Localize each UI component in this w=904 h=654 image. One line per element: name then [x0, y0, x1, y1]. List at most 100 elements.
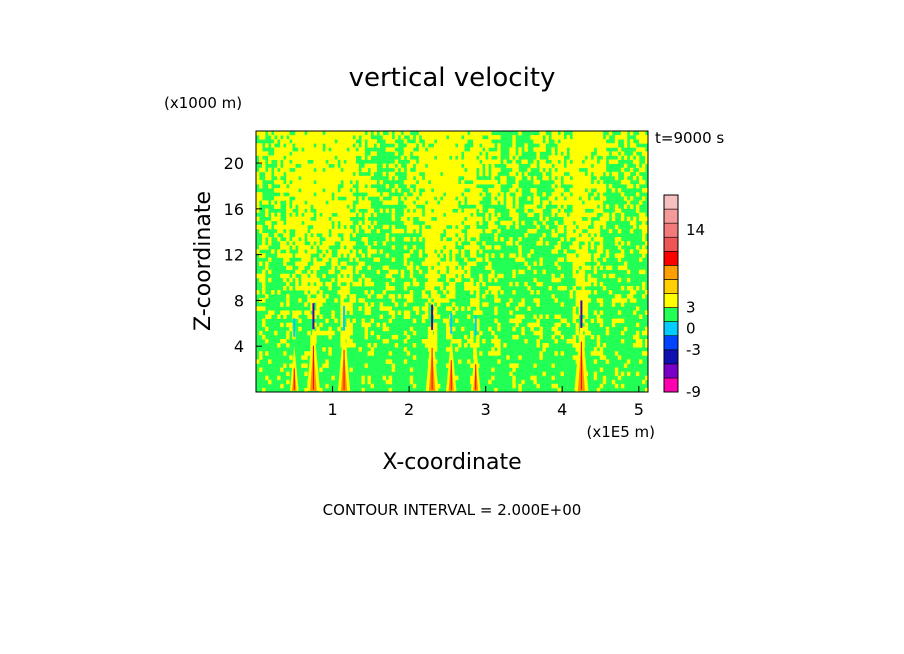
field-cell — [262, 232, 266, 238]
field-cell — [533, 220, 537, 226]
field-cell — [545, 343, 549, 348]
field-cell — [319, 224, 323, 230]
field-cell — [617, 277, 622, 283]
field-cell — [289, 277, 293, 283]
field-cell — [331, 375, 335, 381]
field-cell — [259, 277, 263, 283]
field-cell — [283, 167, 287, 173]
field-cell — [304, 224, 308, 230]
field-cell — [527, 167, 531, 173]
field-cell — [340, 249, 344, 254]
field-cell — [301, 228, 305, 234]
field-cell — [575, 196, 580, 201]
field-cell — [262, 237, 266, 242]
x-tick-label: 5 — [634, 400, 644, 419]
field-cell — [421, 216, 426, 222]
field-cell — [608, 184, 613, 189]
field-cell — [271, 143, 275, 148]
field-cell — [452, 294, 456, 299]
field-cell — [409, 273, 414, 279]
field-cell — [590, 159, 595, 165]
field-cell — [635, 184, 640, 189]
field-cell — [584, 294, 589, 299]
field-cell — [340, 224, 344, 230]
field-cell — [470, 338, 474, 344]
field-cell — [304, 363, 308, 368]
field-cell — [352, 298, 356, 303]
field-cell — [313, 163, 317, 169]
field-cell — [433, 281, 438, 287]
field-cell — [455, 261, 459, 266]
field-cell — [494, 343, 498, 348]
field-cell — [445, 167, 450, 173]
field-cell — [274, 204, 278, 209]
field-cell — [482, 281, 486, 287]
field-cell — [629, 294, 634, 299]
field-cell — [491, 290, 495, 295]
field-cell — [458, 147, 462, 152]
field-cell — [337, 208, 341, 213]
field-cell — [268, 155, 272, 160]
field-cell — [433, 298, 438, 303]
field-cell — [346, 155, 350, 160]
field-cell — [430, 294, 435, 299]
field-cell — [373, 163, 378, 169]
field-cell — [268, 184, 272, 189]
field-cell — [442, 265, 447, 271]
field-cell — [467, 245, 471, 250]
field-cell — [578, 253, 583, 258]
field-cell — [376, 269, 381, 275]
field-cell — [406, 163, 411, 169]
field-cell — [328, 347, 332, 352]
field-cell — [629, 196, 634, 201]
field-cell — [361, 322, 365, 328]
field-cell — [268, 269, 272, 275]
field-cell — [343, 175, 347, 181]
field-cell — [491, 220, 495, 226]
field-cell — [638, 338, 643, 344]
field-cell — [355, 224, 359, 230]
field-cell — [551, 294, 555, 299]
field-cell — [641, 379, 646, 385]
field-cell — [445, 131, 450, 136]
field-cell — [328, 175, 332, 181]
field-cell — [355, 143, 359, 148]
field-cell — [494, 285, 498, 291]
field-cell — [259, 151, 263, 156]
field-cell — [406, 237, 411, 242]
field-cell — [554, 188, 558, 193]
field-cell — [424, 338, 429, 344]
field-cell — [545, 216, 549, 222]
field-cell — [560, 167, 564, 173]
field-cell — [316, 265, 320, 271]
field-cell — [599, 265, 604, 271]
field-cell — [467, 273, 471, 279]
field-cell — [439, 261, 444, 266]
field-cell — [491, 171, 495, 177]
field-cell — [436, 228, 441, 234]
field-cell — [644, 151, 649, 156]
field-cell — [289, 220, 293, 226]
field-cell — [331, 204, 335, 209]
field-cell — [470, 375, 474, 381]
field-cell — [427, 131, 432, 136]
field-cell — [566, 232, 570, 238]
field-cell — [455, 188, 459, 193]
field-cell — [334, 188, 338, 193]
field-cell — [271, 135, 275, 140]
field-cell — [277, 163, 281, 169]
field-cell — [286, 245, 290, 250]
field-cell — [316, 285, 320, 291]
field-cell — [298, 179, 302, 185]
field-cell — [325, 318, 329, 324]
field-cell — [400, 228, 405, 234]
field-cell — [536, 318, 540, 324]
field-cell — [533, 277, 537, 283]
field-cell — [566, 135, 570, 140]
field-cell — [346, 306, 350, 311]
field-cell — [406, 167, 411, 173]
field-cell — [265, 171, 269, 177]
field-cell — [364, 334, 368, 340]
field-cell — [620, 135, 625, 140]
field-cell — [388, 273, 393, 279]
